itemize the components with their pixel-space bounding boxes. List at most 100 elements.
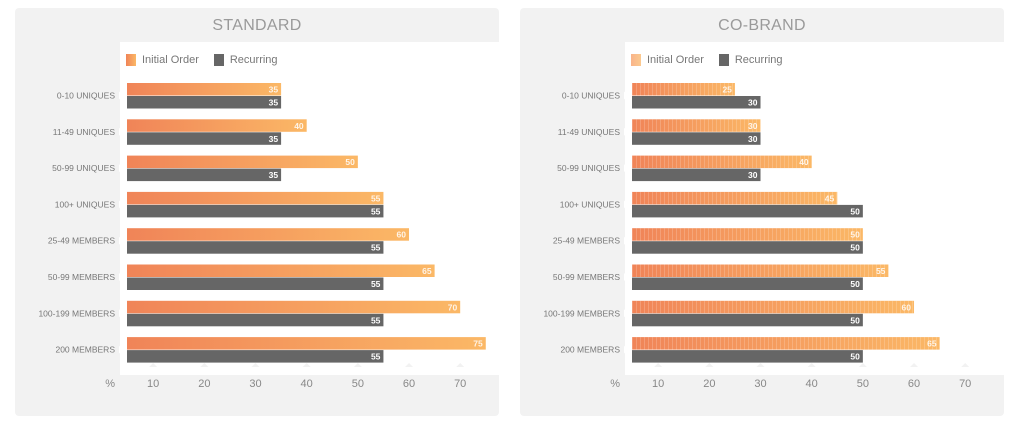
bar-initial-order[interactable] <box>127 300 461 314</box>
category-label: 25-49 MEMBERS <box>48 236 115 246</box>
bar-recurring[interactable] <box>127 241 384 254</box>
tick-mark <box>654 363 663 367</box>
bar-initial-order[interactable] <box>127 83 282 96</box>
x-tick-label: 10 <box>147 378 159 390</box>
category-label: 200 MEMBERS <box>560 345 620 355</box>
category-label: 11-49 UNIQUES <box>53 127 116 137</box>
chart-title: STANDARD <box>212 17 302 34</box>
legend: Initial Order Recurring <box>126 54 293 66</box>
value-label-initial-order: 35 <box>269 85 279 95</box>
value-label-initial-order: 45 <box>825 193 835 203</box>
label-pointer <box>119 345 123 354</box>
tick-mark <box>405 363 414 367</box>
legend: Initial Order Recurring <box>631 54 798 66</box>
label-pointer <box>119 164 123 173</box>
bar-recurring[interactable] <box>127 204 384 218</box>
bar-initial-order[interactable] <box>127 119 307 132</box>
legend-item-recurring[interactable]: Recurring <box>213 54 278 66</box>
legend-swatch-recurring <box>718 54 729 66</box>
chart-title: CO-BRAND <box>718 17 806 34</box>
legend-item-initial-order[interactable]: Initial Order <box>126 54 199 66</box>
category-label: 100-199 MEMBERS <box>38 308 115 318</box>
bar-initial-order[interactable] <box>127 337 486 350</box>
legend-item-initial-order[interactable]: Initial Order <box>631 54 704 66</box>
value-label-initial-order: 40 <box>799 157 809 167</box>
value-label-recurring: 35 <box>269 98 279 108</box>
bar-recurring[interactable] <box>632 132 761 145</box>
tick-mark <box>807 363 816 367</box>
bar-recurring[interactable] <box>632 350 863 363</box>
category-label: 50-99 MEMBERS <box>48 272 115 282</box>
value-label-recurring: 30 <box>748 134 758 144</box>
bar-recurring[interactable] <box>632 96 761 109</box>
bar-recurring[interactable] <box>632 313 863 327</box>
value-label-initial-order: 25 <box>722 85 732 95</box>
tick-mark <box>200 363 209 367</box>
value-label-initial-order: 55 <box>371 193 381 203</box>
legend-swatch-initial-order <box>126 54 136 66</box>
tick-mark <box>961 363 970 367</box>
bar-initial-order[interactable] <box>127 191 384 205</box>
value-label-recurring: 50 <box>850 315 860 325</box>
x-tick-label: 50 <box>352 378 364 390</box>
value-label-recurring: 50 <box>850 352 860 362</box>
bar-recurring[interactable] <box>632 277 863 291</box>
category-label: 100+ UNIQUES <box>55 199 116 209</box>
value-label-recurring: 30 <box>748 170 758 180</box>
co-brand-chart-panel: CO-BRAND Initial Order Recurring 0-10 UN… <box>520 8 1004 416</box>
category-label: 200 MEMBERS <box>55 345 115 355</box>
value-label-initial-order: 75 <box>473 339 483 349</box>
legend-label: Initial Order <box>142 54 199 66</box>
tick-mark <box>756 363 765 367</box>
value-label-recurring: 50 <box>850 243 860 253</box>
bar-recurring[interactable] <box>127 168 282 182</box>
bar-initial-order[interactable] <box>127 264 435 278</box>
value-label-initial-order: 50 <box>345 157 355 167</box>
label-pointer <box>624 309 628 318</box>
x-axis-label: % <box>105 378 115 390</box>
value-label-recurring: 55 <box>371 279 381 289</box>
tick-mark <box>858 363 867 367</box>
tick-mark <box>353 363 362 367</box>
bar-recurring[interactable] <box>632 204 863 218</box>
category-label: 100+ UNIQUES <box>560 199 621 209</box>
category-label: 50-99 UNIQUES <box>557 163 620 173</box>
bar-recurring[interactable] <box>127 277 384 291</box>
legend-swatch-initial-order <box>631 54 641 66</box>
bar-recurring[interactable] <box>632 241 863 254</box>
tick-mark <box>302 363 311 367</box>
bar-recurring[interactable] <box>127 350 384 363</box>
label-pointer <box>624 236 628 245</box>
value-label-initial-order: 60 <box>397 230 407 240</box>
value-label-recurring: 55 <box>371 243 381 253</box>
bar-recurring[interactable] <box>127 313 384 327</box>
tick-mark <box>456 363 465 367</box>
bar-initial-order[interactable] <box>127 228 410 241</box>
bar-recurring[interactable] <box>127 96 282 109</box>
label-pointer <box>624 127 628 136</box>
bar-texture <box>632 119 761 132</box>
legend-swatch-recurring <box>213 54 224 66</box>
value-label-initial-order: 65 <box>422 266 432 276</box>
value-label-recurring: 50 <box>850 206 860 216</box>
standard-chart-panel: STANDARD Initial Order Recurring 0-10 UN… <box>15 8 499 416</box>
bar-initial-order[interactable] <box>127 155 358 169</box>
bar-recurring[interactable] <box>127 132 282 145</box>
label-pointer <box>119 200 123 209</box>
category-label: 25-49 MEMBERS <box>553 236 620 246</box>
value-label-recurring: 55 <box>371 352 381 362</box>
label-pointer <box>624 91 628 100</box>
label-pointer <box>624 345 628 354</box>
legend-item-recurring[interactable]: Recurring <box>718 54 783 66</box>
value-label-recurring: 50 <box>850 279 860 289</box>
x-tick-label: 10 <box>652 378 664 390</box>
bar-texture <box>632 83 735 96</box>
label-pointer <box>624 273 628 281</box>
tick-mark <box>149 363 158 367</box>
bar-texture <box>632 337 940 350</box>
value-label-recurring: 35 <box>269 170 279 180</box>
bar-recurring[interactable] <box>632 168 761 182</box>
x-tick-label: 30 <box>249 378 261 390</box>
label-pointer <box>624 164 628 173</box>
value-label-initial-order: 70 <box>448 302 458 312</box>
